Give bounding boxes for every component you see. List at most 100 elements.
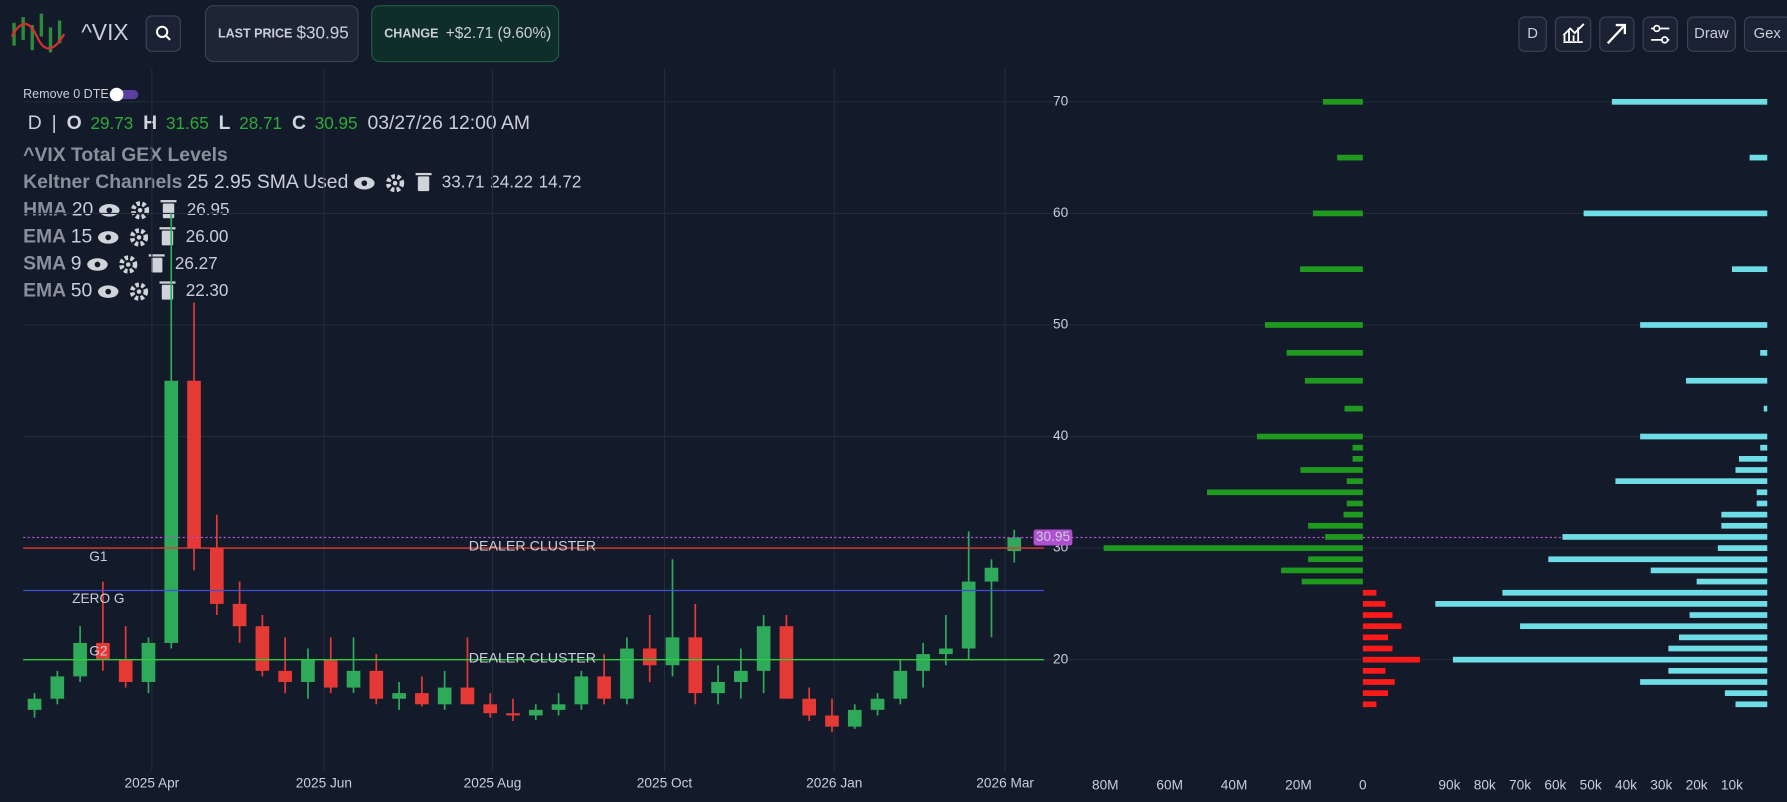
x-tick-label: 80k	[1474, 778, 1496, 793]
bar	[1650, 567, 1768, 574]
candle-body	[164, 380, 179, 643]
bar	[1300, 266, 1363, 273]
indicator-params: 9	[71, 253, 82, 275]
gear-core	[136, 235, 142, 240]
bar	[1583, 210, 1768, 217]
bar	[1689, 612, 1768, 618]
indicator-name: ^VIX Total GEX Levels	[23, 144, 228, 166]
candle-body	[916, 654, 930, 671]
indicators-button[interactable]	[1554, 16, 1592, 52]
indicator-value: 14.72	[539, 173, 582, 192]
draw-button[interactable]: Draw	[1686, 16, 1736, 52]
candle-body	[665, 637, 680, 666]
current-price-tag	[1033, 529, 1073, 546]
interval-button[interactable]: D	[1518, 16, 1547, 52]
bar	[1352, 444, 1363, 451]
bar	[1362, 645, 1393, 652]
gex-label: Gex	[1754, 26, 1782, 42]
x-tick-label: 2025 Apr	[125, 775, 180, 790]
last-price-card: LAST PRICE $30.95	[204, 5, 359, 63]
indicator-icons	[87, 254, 165, 274]
candle-body	[711, 681, 725, 694]
gear-icon	[119, 255, 138, 274]
gear-core	[136, 289, 142, 294]
indicator-icons	[354, 172, 432, 193]
trash-icon	[162, 203, 175, 219]
y-tick-label: 60	[1053, 205, 1069, 220]
ohlc-separator: |	[52, 112, 57, 134]
y-tick-label: 20	[1053, 651, 1069, 666]
open-label: O	[67, 112, 82, 134]
candle-body	[961, 581, 976, 649]
bar	[1760, 444, 1768, 451]
bar	[1452, 656, 1768, 663]
x-tick-label: 80M	[1092, 778, 1119, 793]
bar	[1300, 467, 1363, 473]
high-label: H	[143, 112, 157, 134]
candle-body	[118, 659, 133, 682]
eye-pupil	[106, 207, 113, 214]
candle-body	[597, 676, 611, 699]
high-value: 31.65	[166, 114, 209, 133]
bar	[1362, 634, 1388, 641]
bar	[1562, 534, 1768, 540]
bar	[1362, 612, 1393, 618]
bar	[1264, 322, 1363, 328]
indicator-params: 25 2.95 SMA Used	[187, 171, 348, 193]
gear-icon	[129, 282, 149, 301]
bar	[1362, 601, 1386, 607]
bar	[1520, 623, 1768, 630]
trash-lid	[159, 281, 176, 284]
candle-body	[232, 603, 247, 627]
bar	[1346, 500, 1363, 507]
y-tick-label: 40	[1053, 428, 1069, 443]
candle-body	[27, 698, 42, 710]
y-tick-label: 70	[1053, 93, 1069, 108]
trash-icon	[161, 284, 174, 300]
bar	[1735, 701, 1768, 708]
candle-body	[506, 713, 520, 716]
level-label: DEALER CLUSTER	[469, 539, 596, 555]
indicator-name: HMA 20	[23, 198, 93, 220]
x-tick-label: 40M	[1221, 778, 1248, 793]
candle-body	[847, 709, 862, 727]
close-value: 30.95	[315, 114, 358, 133]
x-tick-label: 60k	[1544, 778, 1566, 793]
trend-button[interactable]	[1599, 16, 1635, 52]
candle-body	[779, 626, 794, 699]
bar	[1281, 567, 1363, 574]
x-tick-label: 2025 Oct	[637, 775, 693, 790]
dte-toggle[interactable]	[109, 87, 139, 102]
search-button[interactable]	[145, 15, 181, 52]
candle-body	[734, 670, 748, 682]
gear-icon	[129, 228, 149, 247]
indicator-title: Keltner Channels	[23, 171, 182, 193]
bar	[1286, 350, 1363, 356]
bar	[1640, 433, 1768, 440]
candle-body	[415, 693, 429, 705]
level-name: G2	[89, 643, 107, 658]
candle-body	[278, 670, 292, 682]
candle-body	[369, 670, 384, 699]
x-tick-label: 70k	[1509, 778, 1531, 793]
trash-lid	[148, 254, 165, 257]
candle-body	[141, 642, 156, 682]
gex-button[interactable]: Gex	[1743, 16, 1787, 52]
x-tick-label: 90k	[1438, 778, 1460, 793]
bar	[1304, 377, 1363, 384]
candle-body	[984, 567, 999, 582]
candle-body	[642, 648, 657, 666]
trash-lid	[159, 227, 176, 230]
bar	[1362, 679, 1395, 685]
bar	[1362, 589, 1377, 596]
indicator-title: SMA	[23, 253, 66, 275]
candle-body	[551, 704, 566, 710]
candle-body	[301, 659, 315, 682]
candle-body	[187, 380, 201, 549]
trash-lid	[160, 200, 177, 203]
x-tick-label: 2025 Aug	[464, 775, 522, 790]
indicator-value: 26.27	[175, 254, 218, 273]
bar	[1362, 656, 1420, 663]
symbol: ^VIX	[81, 19, 128, 45]
settings-button[interactable]	[1642, 16, 1678, 52]
